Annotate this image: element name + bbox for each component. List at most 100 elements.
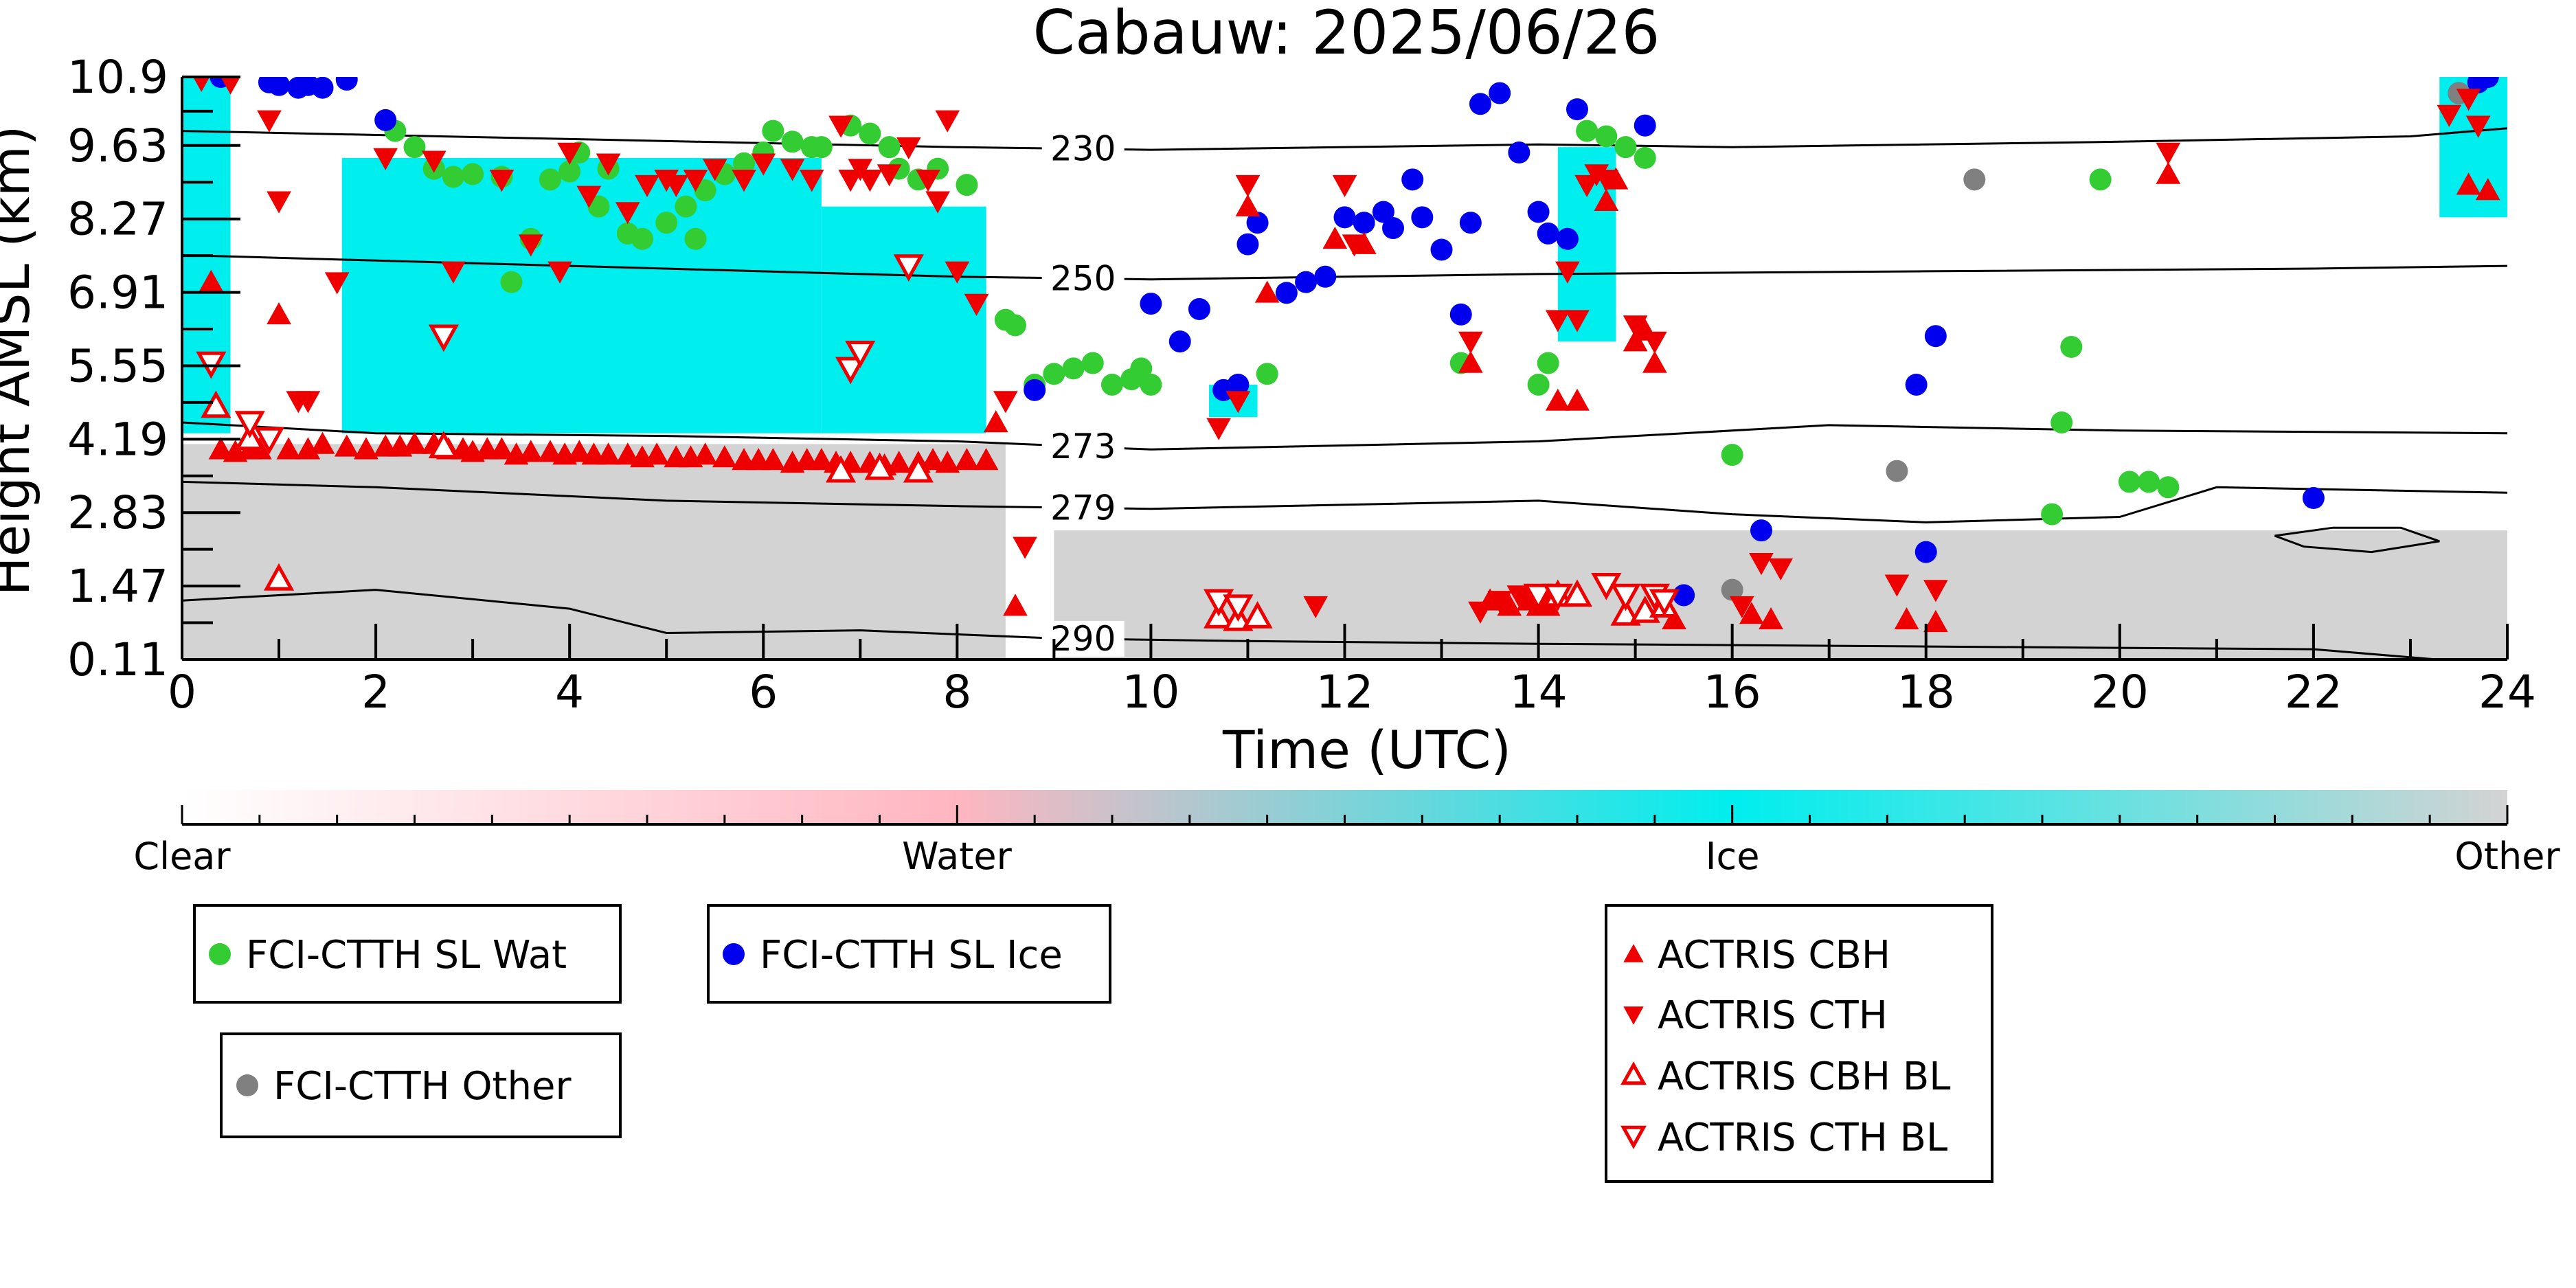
actris-cth-point-46 bbox=[1468, 601, 1493, 624]
actris-cth-point-8 bbox=[421, 150, 447, 173]
legend-box-actris bbox=[1605, 904, 1993, 1183]
actris-cbh-point-52 bbox=[1235, 194, 1261, 216]
actris-cth-point-16 bbox=[615, 202, 640, 225]
fci-ctth-sl-wat-point-45 bbox=[1527, 373, 1550, 396]
actris-cbh-point-26 bbox=[596, 442, 621, 465]
actris-cth-point-27 bbox=[838, 170, 863, 192]
actris-cbh-point-76 bbox=[2475, 178, 2500, 201]
y-tick-label-0: 0.11 bbox=[67, 633, 168, 686]
fci-ctth-sl-ice-point-2 bbox=[268, 77, 291, 96]
actris-cbh-point-58 bbox=[1497, 594, 1522, 616]
actris-cbh-point-24 bbox=[567, 440, 592, 462]
y-tick-label-6: 8.27 bbox=[67, 193, 168, 246]
legend-marker-fci-other bbox=[236, 1074, 258, 1096]
actris-cth-point-45 bbox=[1458, 331, 1483, 354]
fci-ctth-sl-wat-point-6 bbox=[500, 271, 523, 293]
fci-ctth-sl-ice-point-37 bbox=[1750, 519, 1772, 542]
actris-cth-point-2 bbox=[257, 110, 282, 133]
actris-cth-point-12 bbox=[547, 261, 572, 284]
fci-ctth-sl-wat-point-17 bbox=[684, 227, 707, 250]
actris-cbh-point-19 bbox=[489, 437, 515, 460]
fci-ctth-sl-wat-point-39 bbox=[1101, 373, 1123, 396]
actris-cth-bl-point-3 bbox=[428, 324, 459, 352]
legend-box-fci-other bbox=[220, 1032, 622, 1138]
fci-ctth-sl-ice-point-6 bbox=[335, 77, 358, 91]
fci-ctth-sl-ice-point-31 bbox=[1527, 201, 1550, 223]
other-region-1 bbox=[1054, 530, 2507, 659]
fci-ctth-sl-ice-point-21 bbox=[1372, 201, 1394, 223]
actris-cth-point-62 bbox=[1923, 580, 1948, 602]
fci-ctth-sl-ice-point-9 bbox=[1140, 293, 1162, 315]
actris-cbh-bl-point-9 bbox=[1242, 600, 1273, 629]
isotherm-line-273 bbox=[182, 421, 2507, 451]
y-tick-label-7: 9.63 bbox=[67, 120, 168, 172]
fci-ctth-sl-ice-point-16 bbox=[1275, 282, 1298, 304]
actris-cth-point-51 bbox=[1555, 261, 1580, 284]
actris-cth-point-52 bbox=[1565, 310, 1590, 332]
fci-ctth-sl-wat-point-37 bbox=[1062, 357, 1085, 380]
y-tick-label-3: 4.19 bbox=[67, 413, 168, 466]
fci-ctth-sl-ice-point-25 bbox=[1430, 238, 1453, 261]
fci-ctth-sl-wat-point-42 bbox=[1140, 373, 1162, 396]
fci-ctth-sl-wat-point-15 bbox=[655, 212, 678, 234]
actris-cbh-point-13 bbox=[402, 431, 427, 454]
actris-cth-bl-point-0 bbox=[196, 351, 227, 379]
y-ticks: 0.11 1.47 2.83 4.19 5.55 6.91 8.27 9.63 10.9 bbox=[67, 51, 240, 686]
isotherm-labels: 230 250 273 279 290 bbox=[1050, 129, 1116, 659]
fci-ctth-other-point-0 bbox=[1721, 578, 1743, 601]
plot-area bbox=[182, 77, 2507, 659]
legend-label-actris-cbh: ACTRIS CBH bbox=[1658, 933, 1890, 978]
actris-cth-point-57 bbox=[1642, 331, 1667, 354]
actris-cbh-bl-point-12 bbox=[1610, 598, 1641, 626]
fci-ctth-sl-ice-point-18 bbox=[1314, 265, 1337, 288]
legend-label-fci-wat: FCI-CTTH SL Wat bbox=[246, 933, 567, 978]
actris-cth-point-61 bbox=[1884, 574, 1910, 597]
fci-ctth-sl-ice-point-10 bbox=[1168, 330, 1191, 353]
fci-ctth-sl-ice-point-20 bbox=[1353, 212, 1375, 234]
isotherm-label-bg-273 bbox=[1041, 429, 1125, 465]
fci-ctth-sl-ice-point-17 bbox=[1295, 271, 1318, 293]
legend-marker-actris-cbh-bl bbox=[1620, 1061, 1647, 1085]
fci-ctth-sl-ice-point-34 bbox=[1566, 98, 1588, 121]
colorbar-label-clear: Clear bbox=[133, 835, 231, 878]
actris-cth-point-11 bbox=[518, 234, 543, 257]
actris-cbh-point-54 bbox=[1322, 226, 1348, 249]
fci-ctth-sl-wat-point-23 bbox=[781, 131, 804, 153]
legend-actris: ACTRIS CBH ACTRIS CTH ACTRIS CBH BL ACTR… bbox=[1605, 904, 1993, 1183]
actris-cbh-point-75 bbox=[2456, 172, 2481, 195]
actris-cth-point-37 bbox=[993, 391, 1018, 414]
y-axis-label: Height AMSL (km) bbox=[0, 125, 41, 596]
fci-ctth-sl-ice-point-41 bbox=[2302, 487, 2325, 510]
chart-title: Cabauw: 2025/06/26 bbox=[1033, 0, 1660, 68]
actris-cbh-point-44 bbox=[886, 451, 912, 473]
isotherm-layer bbox=[182, 127, 2507, 659]
actris-cth-bl-point-4 bbox=[835, 357, 866, 385]
actris-cth-bl-point-5 bbox=[845, 341, 876, 368]
fci-ctth-sl-ice-point-27 bbox=[1459, 212, 1482, 234]
fci-ctth-sl-ice-point-13 bbox=[1227, 373, 1250, 396]
actris-cth-point-29 bbox=[857, 170, 883, 192]
legend-marker-actris-cth bbox=[1623, 1006, 1644, 1025]
legend-fci-wat: FCI-CTTH SL Wat bbox=[193, 904, 622, 1004]
actris-cth-point-44 bbox=[1342, 234, 1367, 257]
actris-cth-point-30 bbox=[877, 164, 902, 187]
legend-label-actris-cth: ACTRIS CTH bbox=[1658, 993, 1888, 1038]
x-tick-label-10: 10 bbox=[1122, 666, 1179, 719]
actris-cbh-point-67 bbox=[1642, 350, 1667, 373]
x-tick-label-16: 16 bbox=[1704, 666, 1761, 719]
fci-ctth-sl-wat-point-52 bbox=[2041, 503, 2064, 526]
x-ticks: 0 2 4 6 8 10 12 14 16 18 20 22 24 bbox=[168, 624, 2536, 719]
fci-ctth-sl-wat-point-8 bbox=[539, 168, 561, 191]
actris-cth-point-59 bbox=[1749, 553, 1774, 576]
x-tick-label-20: 20 bbox=[2091, 666, 2149, 719]
fci-ctth-sl-wat-point-9 bbox=[558, 160, 581, 183]
actris-cbh-point-21 bbox=[518, 440, 543, 462]
fci-ctth-sl-wat-point-18 bbox=[694, 179, 716, 202]
fci-ctth-sl-wat-point-51 bbox=[1721, 444, 1743, 466]
actris-cbh-point-63 bbox=[1565, 388, 1590, 411]
actris-cbh-point-73 bbox=[1923, 609, 1948, 633]
fci-ctth-sl-wat-point-38 bbox=[1081, 352, 1104, 374]
actris-cbh-point-10 bbox=[354, 437, 379, 460]
fci-ctth-sl-ice-point-23 bbox=[1401, 168, 1424, 191]
legend-label-actris-cbh-bl: ACTRIS CBH BL bbox=[1658, 1054, 1950, 1099]
